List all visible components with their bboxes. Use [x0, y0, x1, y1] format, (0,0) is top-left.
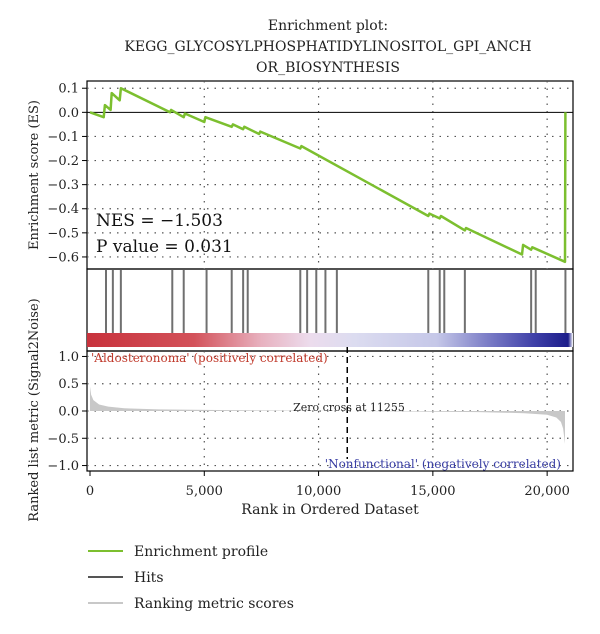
- rank-x-axis: 0 5,000 10,000 15,000 20,000: [86, 471, 570, 499]
- rank-y-tick-label: 0.0: [58, 405, 79, 420]
- chart-title-line-2: KEGG_GLYCOSYLPHOSPHATIDYLINOSITOL_GPI_AN…: [124, 39, 531, 55]
- chart-title-line-1: Enrichment plot:: [268, 18, 388, 34]
- es-y-tick-label: −0.6: [47, 250, 79, 265]
- rank-y-axis: 1.0 0.5 0.0 −0.5 −1.0: [47, 350, 87, 474]
- negative-correlation-label: 'Nonfunctional' (negatively correlated): [325, 457, 561, 471]
- es-y-tick-label: −0.4: [47, 202, 79, 217]
- rank-x-tick-label: 20,000: [524, 484, 570, 499]
- positive-correlation-label: 'Aldosteronoma' (positively correlated): [91, 351, 328, 365]
- rank-y-tick-label: −0.5: [47, 432, 79, 447]
- legend-label-ranking: Ranking metric scores: [134, 596, 294, 612]
- es-y-tick-label: −0.5: [47, 226, 79, 241]
- zero-cross-label: Zero cross at 11255: [293, 401, 405, 414]
- rank-x-tick-label: 0: [86, 484, 94, 499]
- rank-y-axis-label: Ranked list metric (Signal2Noise): [27, 298, 42, 521]
- es-y-tick-label: −0.1: [47, 130, 79, 145]
- rank-color-bar: [87, 333, 573, 347]
- rank-x-tick-label: 15,000: [410, 484, 456, 499]
- es-y-axis: 0.1 0.0 −0.1 −0.2 −0.3 −0.4 −0.5 −0.6: [47, 82, 87, 265]
- rank-x-tick-label: 10,000: [296, 484, 342, 499]
- chart-title-line-3: OR_BIOSYNTHESIS: [256, 60, 400, 76]
- es-y-tick-label: 0.1: [58, 82, 79, 97]
- es-y-tick-label: −0.2: [47, 154, 79, 169]
- ranking-metric-area: [90, 386, 565, 444]
- nes-label: NES = −1.503: [96, 211, 223, 231]
- pvalue-label: P value = 0.031: [96, 237, 233, 257]
- legend: Enrichment profile Hits Ranking metric s…: [88, 544, 294, 612]
- enrichment-profile-line: [89, 86, 567, 264]
- rank-y-tick-label: 0.5: [58, 377, 79, 392]
- rank-x-tick-label: 5,000: [186, 484, 223, 499]
- legend-label-hits: Hits: [134, 570, 164, 586]
- rank-y-tick-label: −1.0: [47, 459, 79, 474]
- rank-y-tick-label: 1.0: [58, 350, 79, 365]
- legend-label-enrichment: Enrichment profile: [134, 544, 268, 560]
- hits-ticks: [105, 270, 567, 333]
- es-y-tick-label: −0.3: [47, 178, 79, 193]
- es-y-tick-label: 0.0: [58, 106, 79, 121]
- rank-x-axis-label: Rank in Ordered Dataset: [241, 502, 419, 518]
- es-y-axis-label: Enrichment score (ES): [27, 100, 42, 250]
